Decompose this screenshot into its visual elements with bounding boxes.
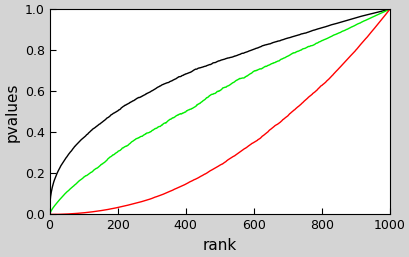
X-axis label: rank: rank <box>202 238 236 253</box>
Y-axis label: pvalues: pvalues <box>4 82 19 142</box>
